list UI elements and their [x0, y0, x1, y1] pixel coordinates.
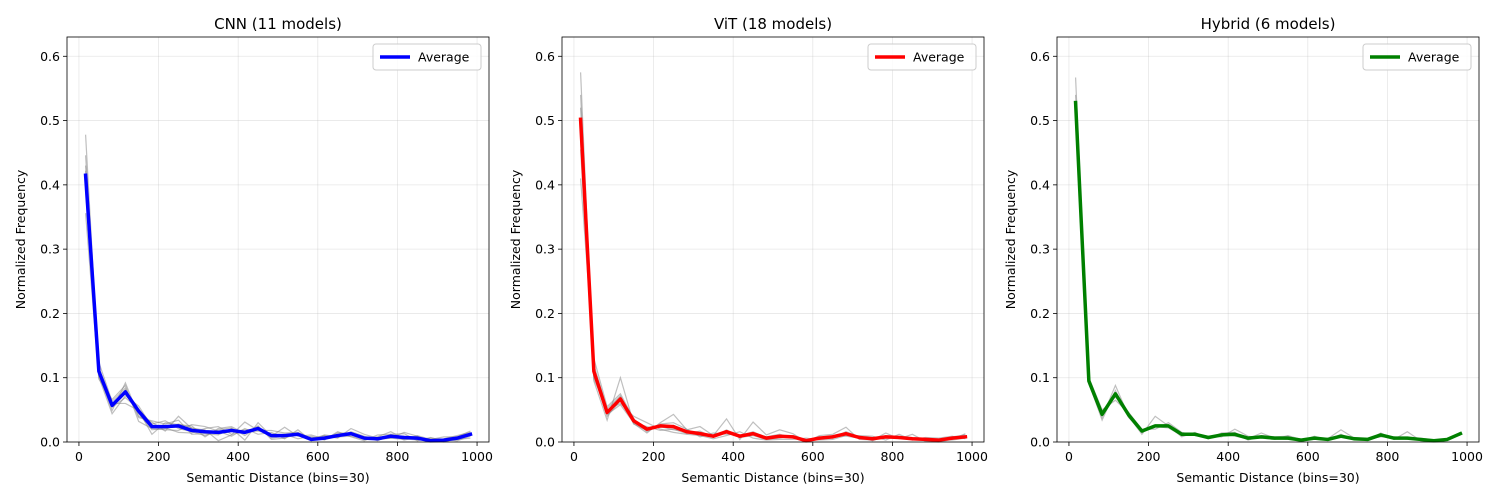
x-tick-label: 600	[1296, 449, 1320, 464]
y-tick-label: 0.5	[40, 113, 60, 128]
y-axis-label: Normalized Frequency	[1003, 169, 1018, 309]
y-axis-label: Normalized Frequency	[13, 169, 28, 309]
x-tick-label: 200	[1137, 449, 1161, 464]
axes-frame	[66, 36, 490, 443]
plot-area	[1057, 37, 1479, 442]
x-tick-label: 800	[881, 449, 905, 464]
subplot-1: 0 200 400 600 800 1000 0.0 0.1 0.2 0.3 0.4 0.5 0.6 Vi…	[508, 15, 988, 485]
y-axis-label: Normalized Frequency	[508, 169, 523, 309]
y-tick-label: 0.1	[1030, 370, 1050, 385]
y-tick-label: 0.5	[1030, 113, 1050, 128]
x-axis-label: Semantic Distance (bins=30)	[681, 470, 864, 485]
chart-title: CNN (11 models)	[214, 15, 342, 33]
legend-label: Average	[913, 50, 965, 65]
x-tick-label: 0	[75, 449, 83, 464]
y-tick-label: 0.0	[535, 435, 555, 450]
x-axis-label: Semantic Distance (bins=30)	[186, 470, 369, 485]
y-tick-label: 0.2	[535, 306, 555, 321]
model-line	[579, 94, 966, 441]
legend-box	[372, 43, 482, 71]
y-tick-label: 0.3	[535, 242, 555, 257]
average-line	[1073, 100, 1463, 443]
x-tick-label: 800	[386, 449, 410, 464]
legend-box	[867, 43, 977, 71]
x-tick-label: 400	[721, 449, 745, 464]
plot-area	[562, 37, 984, 442]
y-tick-label: 0.2	[1030, 306, 1050, 321]
x-tick-label: 0	[1065, 449, 1073, 464]
x-tick-label: 1000	[1451, 449, 1483, 464]
x-tick-label: 1000	[956, 449, 988, 464]
y-tick-label: 0.1	[40, 370, 60, 385]
legend-box	[1362, 43, 1472, 71]
chart-title: Hybrid (6 models)	[1201, 15, 1336, 33]
y-tick-label: 0.6	[40, 49, 60, 64]
chart-title: ViT (18 models)	[714, 15, 832, 33]
y-tick-label: 0.1	[535, 370, 555, 385]
plot-area	[67, 37, 489, 442]
x-axis-label: Semantic Distance (bins=30)	[1176, 470, 1359, 485]
x-tick-label: 800	[1376, 449, 1400, 464]
y-tick-label: 0.4	[40, 177, 60, 192]
subplot-0: 0 200 400 600 800 1000 0.0 0.1 0.2 0.3 0.4 0.5 0.6 CN…	[13, 15, 493, 485]
average-line	[578, 117, 968, 443]
y-tick-label: 0.6	[535, 49, 555, 64]
x-tick-label: 400	[1216, 449, 1240, 464]
x-tick-label: 1000	[461, 449, 493, 464]
x-tick-label: 600	[306, 449, 330, 464]
y-tick-label: 0.2	[40, 306, 60, 321]
y-tick-label: 0.5	[535, 113, 555, 128]
y-tick-label: 0.3	[1030, 242, 1050, 257]
legend-label: Average	[418, 50, 470, 65]
subplot-2: 0 200 400 600 800 1000 0.0 0.1 0.2 0.3 0.4 0.5 0.6 Hy…	[1003, 15, 1483, 485]
model-line	[84, 170, 471, 443]
x-tick-label: 400	[226, 449, 250, 464]
y-tick-label: 0.0	[40, 435, 60, 450]
legend-label: Average	[1408, 50, 1460, 65]
y-tick-label: 0.0	[1030, 435, 1050, 450]
y-tick-label: 0.4	[535, 177, 555, 192]
x-tick-label: 600	[801, 449, 825, 464]
axes-frame	[1056, 36, 1480, 443]
average-line	[83, 173, 473, 443]
x-tick-label: 0	[570, 449, 578, 464]
y-tick-label: 0.4	[1030, 177, 1050, 192]
y-tick-label: 0.3	[40, 242, 60, 257]
x-tick-label: 200	[642, 449, 666, 464]
axes-frame	[561, 36, 985, 443]
x-tick-label: 200	[147, 449, 171, 464]
y-tick-label: 0.6	[1030, 49, 1050, 64]
